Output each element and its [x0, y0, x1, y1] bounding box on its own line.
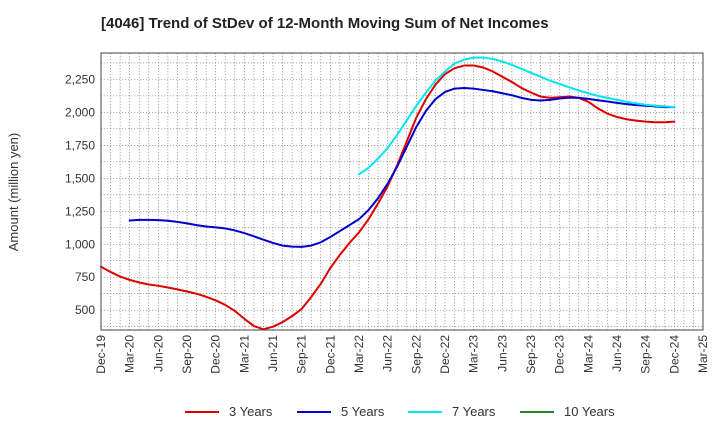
- legend-item: 10 Years: [520, 404, 615, 419]
- y-tick-label: 750: [75, 270, 95, 284]
- legend-swatch: [408, 410, 442, 413]
- legend-item: 5 Years: [297, 404, 384, 419]
- x-tick-label: Mar-24: [581, 335, 595, 373]
- y-tick-label: 2,250: [65, 72, 95, 86]
- series-line-3: [358, 56, 676, 176]
- y-axis-title: Amount (million yen): [6, 133, 21, 252]
- x-tick-label: Mar-20: [123, 335, 137, 373]
- legend-label: 5 Years: [341, 404, 385, 419]
- x-tick-label: Jun-20: [151, 335, 165, 372]
- y-tick-label: 2,000: [65, 105, 95, 119]
- x-tick-label: Jun-22: [381, 335, 395, 372]
- x-tick-label: Sep-20: [180, 335, 194, 374]
- x-tick-label: Jun-21: [266, 335, 280, 372]
- x-tick-label: Sep-21: [295, 335, 309, 374]
- grid-layer: [101, 53, 703, 330]
- x-tick-label: Jun-24: [610, 335, 624, 372]
- legend-label: 10 Years: [564, 404, 615, 419]
- x-tick-label: Dec-23: [553, 335, 567, 374]
- y-tick-label: 1,500: [65, 171, 95, 185]
- legend-swatch: [185, 410, 219, 413]
- x-tick-label: Sep-22: [409, 335, 423, 374]
- x-tick-label: Dec-22: [438, 335, 452, 374]
- x-tick-label: Sep-23: [524, 335, 538, 374]
- x-tick-label: Mar-23: [467, 335, 481, 373]
- legend-item: 7 Years: [408, 404, 495, 419]
- x-tick-label: Dec-21: [323, 335, 337, 374]
- y-tick-label: 500: [75, 303, 95, 317]
- series-line-2: [128, 86, 676, 248]
- x-tick-label: Mar-25: [696, 335, 710, 373]
- x-tick-label: Sep-24: [639, 335, 653, 374]
- frame-layer: [100, 52, 704, 331]
- x-tick-label: Dec-24: [667, 335, 681, 374]
- y-tick-label: 1,000: [65, 237, 95, 251]
- legend-label: 7 Years: [452, 404, 496, 419]
- x-tick-label: Dec-20: [209, 335, 223, 374]
- legend-swatch: [520, 410, 554, 413]
- series-layer: [100, 56, 676, 331]
- x-tick-label: Jun-23: [495, 335, 509, 372]
- legend-label: 3 Years: [229, 404, 273, 419]
- y-tick-labels: 500 750 1,000 1,250 1,500 1,750 2,000 2,250: [65, 72, 95, 317]
- legend-item: 3 Years: [185, 404, 272, 419]
- legend-swatch: [297, 410, 331, 413]
- y-tick-label: 1,750: [65, 138, 95, 152]
- x-tick-label: Mar-22: [352, 335, 366, 373]
- chart-title: [4046] Trend of StDev of 12-Month Moving…: [101, 15, 549, 32]
- legend: 3 Years 5 Years 7 Years 10 Years: [0, 404, 720, 426]
- plot-frame: [100, 52, 704, 331]
- x-tick-label: Dec-19: [94, 335, 108, 374]
- x-tick-label: Mar-21: [237, 335, 251, 373]
- x-tick-labels: Dec-19 Mar-20 Jun-20 Sep-20 Dec-20 Mar-21 Jun-…: [94, 335, 710, 374]
- y-tick-label: 1,250: [65, 204, 95, 218]
